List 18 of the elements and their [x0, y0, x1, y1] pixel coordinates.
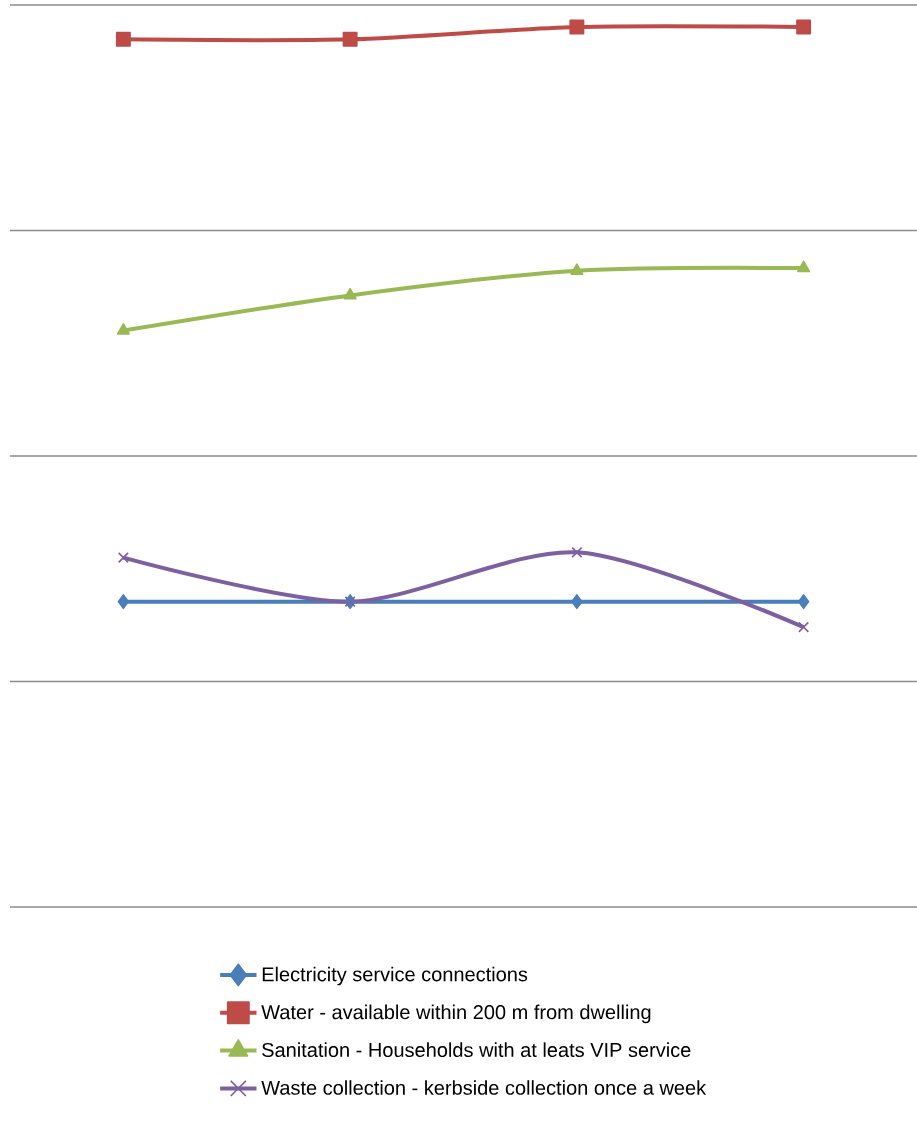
legend-label: Electricity service connections [262, 966, 528, 986]
point [117, 594, 130, 610]
point [571, 546, 583, 558]
point [797, 260, 811, 273]
point [797, 594, 810, 610]
point [117, 552, 129, 564]
point [796, 19, 812, 35]
point [571, 594, 583, 610]
point [343, 287, 357, 300]
point [570, 263, 584, 275]
point [798, 621, 810, 633]
point [342, 31, 358, 47]
legend-label: Water - available within 200 m from dwelling [261, 1004, 651, 1024]
legend-label: Sanitation - Households with at leats VIP service [262, 1042, 691, 1058]
point [569, 19, 585, 35]
point [116, 323, 130, 335]
legend-label: Waste collection - kerbside collection once a week [261, 1080, 707, 1095]
point [115, 31, 131, 47]
